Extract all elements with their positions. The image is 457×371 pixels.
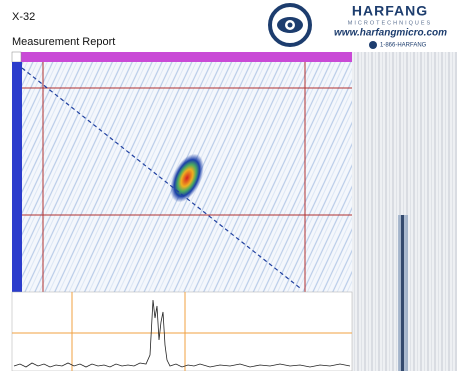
logo-website: www.harfangmicro.com [334,28,447,39]
diagonal-line [21,67,301,289]
report-title: Measurement Report [12,36,115,48]
indication [170,153,204,203]
logo-subtitle: MICROTECHNIQUES [348,20,432,26]
a-scan [11,291,353,371]
logo-phone: 1-866-HARFANG [380,43,427,49]
signal [13,299,351,368]
logo: HARFANG MICROTECHNIQUES www.harfangmicro… [268,3,447,49]
left-ruler [12,62,22,292]
logo-brand: HARFANG [352,3,428,19]
report-id: X-32 [12,11,35,23]
top-ruler [12,52,352,62]
